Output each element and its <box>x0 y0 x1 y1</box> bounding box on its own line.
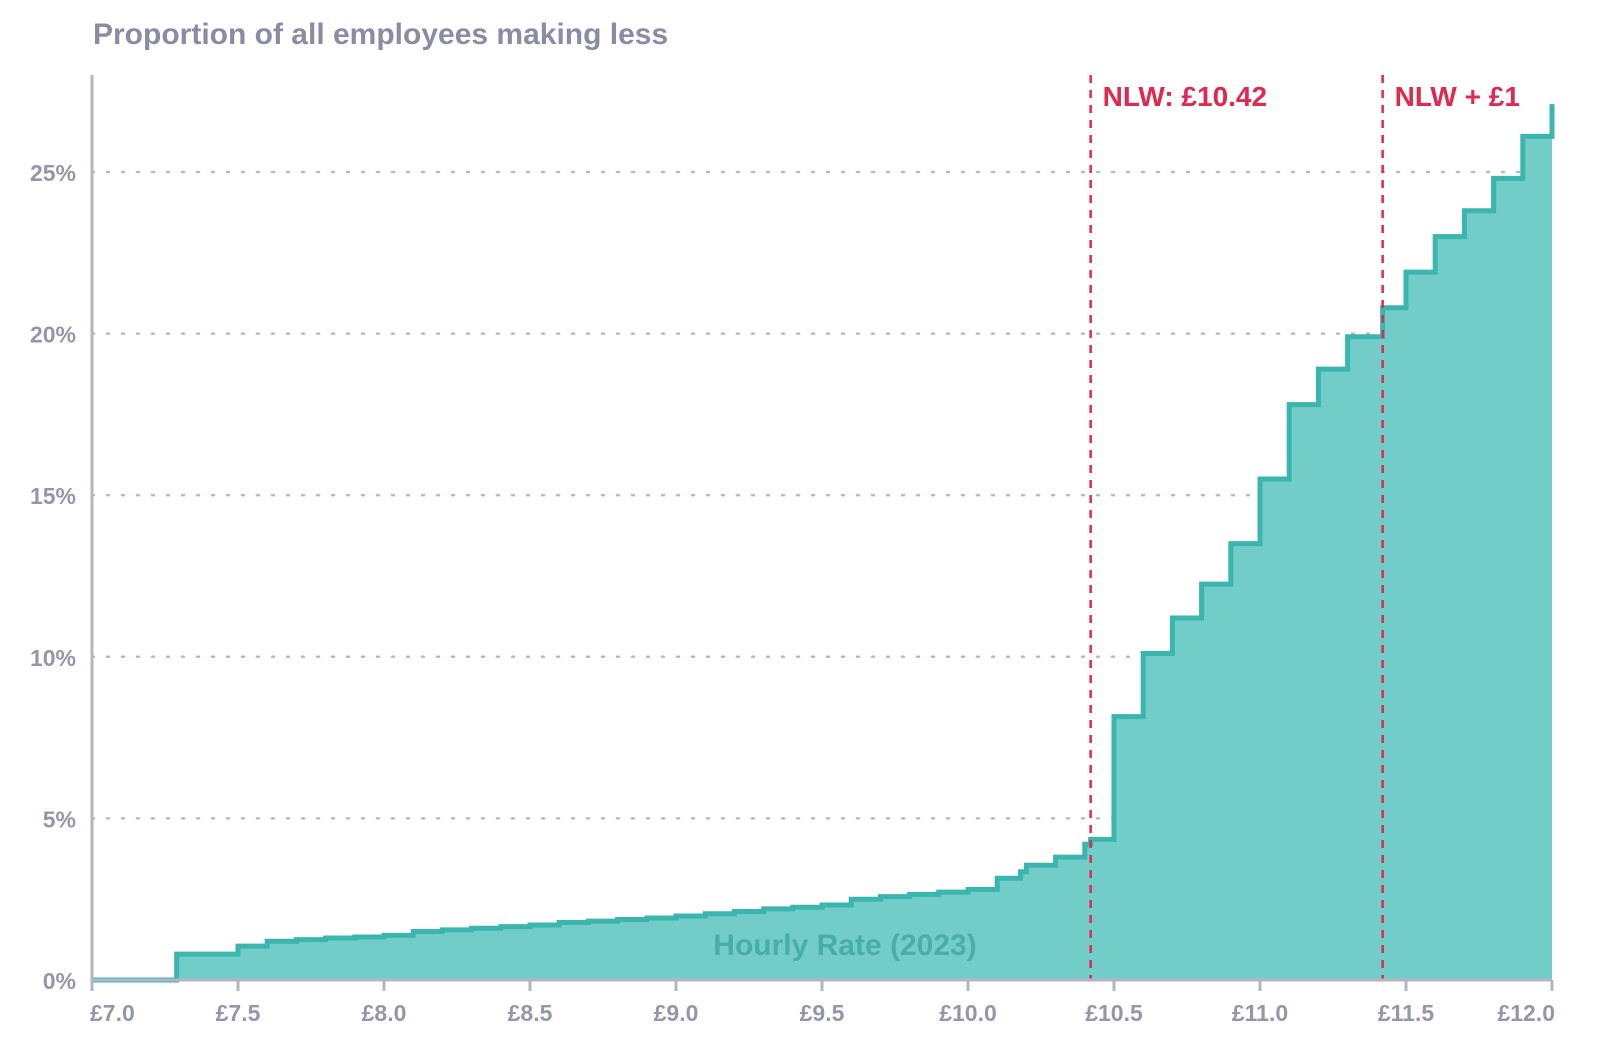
cumulative-area <box>176 104 1553 980</box>
x-tick-label: £9.0 <box>654 1000 699 1026</box>
x-tick-label: £8.5 <box>508 1000 553 1026</box>
x-axis-label: Hourly Rate (2023) <box>713 929 976 962</box>
x-tick-label: £10.5 <box>1085 1000 1143 1026</box>
x-tick-label: £7.5 <box>216 1000 261 1026</box>
x-tick-label: £11.0 <box>1232 1000 1288 1026</box>
x-tick-label: £7.0 <box>90 1000 135 1026</box>
reference-line-label: NLW: £10.42 <box>1103 81 1267 112</box>
y-tick-label: 25% <box>30 160 76 186</box>
x-tick-label: £8.0 <box>362 1000 407 1026</box>
x-axis-ticks: £7.0 £7.5 £8.0 £8.5 £9.0 £9.5 £10.0 £10.5 £11.0 £… <box>90 980 1555 1026</box>
reference-lines: NLW: £10.42 NLW + £1 <box>1089 75 1520 980</box>
y-tick-label: 15% <box>30 483 76 509</box>
x-tick-label: £9.5 <box>800 1000 845 1026</box>
y-tick-label: 0% <box>43 968 76 994</box>
y-tick-label: 5% <box>43 806 76 832</box>
chart-title: Proportion of all employees making less <box>93 18 668 51</box>
y-tick-label: 10% <box>30 645 76 671</box>
reference-line-label: NLW + £1 <box>1395 81 1520 112</box>
x-tick-label: £11.5 <box>1378 1000 1434 1026</box>
x-tick-label: £12.0 <box>1497 1000 1555 1026</box>
y-tick-label: 20% <box>30 322 76 348</box>
y-axis-ticks: 0% 5% 10% 15% 20% 25% <box>30 160 76 994</box>
cumulative-step-line <box>92 104 1555 983</box>
x-tick-label: £10.0 <box>939 1000 997 1026</box>
